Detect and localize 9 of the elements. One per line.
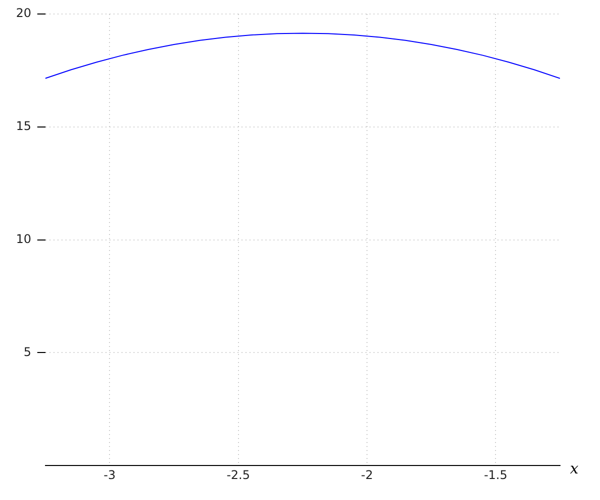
- x-tick-label: -1.5: [484, 468, 508, 482]
- x-tick-label: -3: [104, 468, 116, 482]
- y-tick-label: 10: [16, 232, 32, 246]
- x-tick-label: -2.5: [226, 468, 250, 482]
- y-tick-label: 20: [16, 6, 32, 20]
- x-axis-title: x: [570, 459, 579, 478]
- y-tick-label: 5: [24, 344, 32, 359]
- x-tick-label: -2: [360, 468, 373, 482]
- y-tick-label: 15: [16, 119, 32, 134]
